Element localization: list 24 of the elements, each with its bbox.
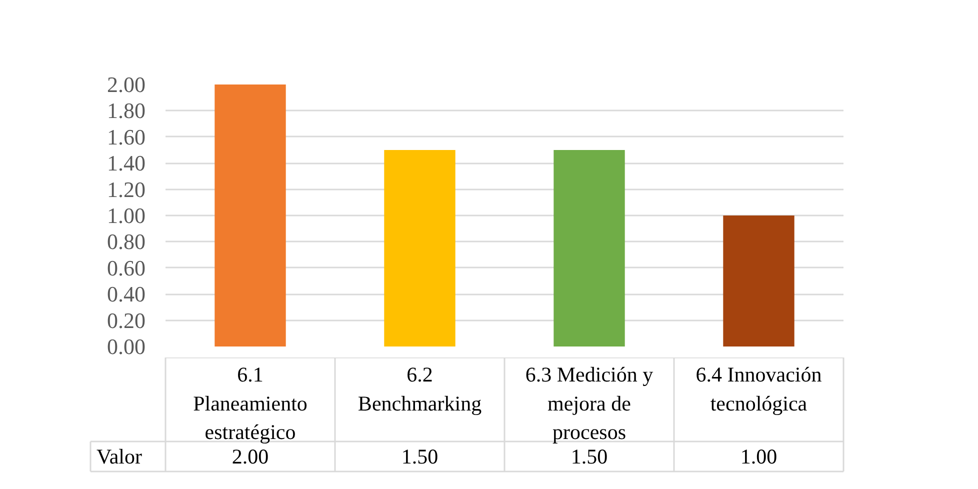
y-tick-label: 0.20 <box>107 308 146 333</box>
y-tick-label: 1.20 <box>107 176 146 202</box>
y-tick-label: 0.00 <box>107 334 146 359</box>
y-tick-label: 0.60 <box>107 255 146 280</box>
bar <box>723 216 794 346</box>
bar <box>384 150 456 346</box>
y-tick-label: 1.80 <box>107 98 146 124</box>
data-label: 1.00 <box>740 444 778 468</box>
y-tick-label: 1.60 <box>107 124 146 150</box>
y-tick-label: 0.40 <box>107 282 146 307</box>
y-tick-label: 1.40 <box>107 150 146 176</box>
bar <box>554 150 625 346</box>
data-label: 1.50 <box>401 444 438 468</box>
data-label: 2.00 <box>232 444 269 468</box>
text: Valor <box>96 444 142 468</box>
y-tick-label: 1.00 <box>107 203 146 228</box>
x-tick-label: 6.3 Medición y mejora de procesos <box>525 362 654 444</box>
x-tick-label: 6.1 Planeamiento estratégico <box>193 362 308 444</box>
y-tick-label: 0.80 <box>107 229 146 254</box>
bar <box>214 84 286 346</box>
x-tick-label: 6.4 Innovación tecnológica <box>696 362 822 416</box>
x-tick-label: 6.2 Benchmarking <box>358 362 482 416</box>
y-tick-label: 2.00 <box>107 72 146 97</box>
data-label: 1.50 <box>570 444 608 468</box>
